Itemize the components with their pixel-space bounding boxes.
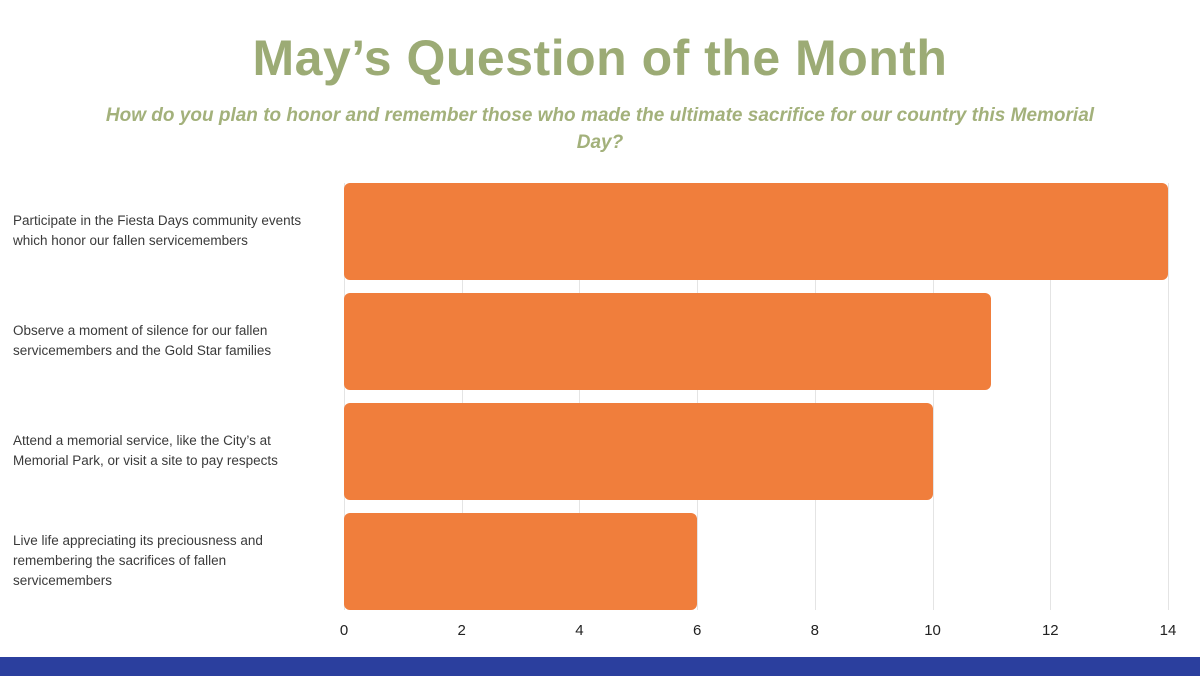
x-tick-label: 4 bbox=[575, 621, 584, 639]
footer-accent-bar bbox=[0, 657, 1200, 676]
gridline bbox=[344, 182, 345, 610]
gridline bbox=[697, 182, 699, 610]
chart-gridlines bbox=[344, 182, 1169, 610]
bar-row: Observe a moment of silence for our fall… bbox=[0, 292, 1200, 390]
x-tick-label: 0 bbox=[339, 621, 349, 639]
chart-rows: Participate in the Fiesta Days community… bbox=[0, 182, 1200, 610]
bar-plot-area bbox=[344, 512, 1168, 610]
x-tick-label: 12 bbox=[1041, 621, 1059, 639]
gridline bbox=[579, 182, 581, 610]
bar-chart: Participate in the Fiesta Days community… bbox=[0, 182, 1200, 644]
gridline bbox=[461, 182, 463, 610]
bar-row: Live life appreciating its preciousness … bbox=[0, 512, 1200, 610]
gridline bbox=[1050, 182, 1052, 610]
x-tick-label: 6 bbox=[692, 621, 702, 639]
page-subtitle: How do you plan to honor and remember th… bbox=[105, 104, 1095, 154]
x-axis: 0 2 4 6 8 10 12 14 bbox=[340, 621, 1177, 644]
bar bbox=[344, 292, 992, 390]
gridline bbox=[932, 182, 934, 610]
bar-row: Attend a memorial service, like the City… bbox=[0, 402, 1200, 500]
x-tick-label: 14 bbox=[1159, 621, 1177, 639]
bar bbox=[344, 512, 698, 610]
bar-label: Live life appreciating its preciousness … bbox=[13, 532, 263, 589]
bar-plot-area bbox=[344, 292, 1168, 390]
bar bbox=[344, 402, 933, 500]
x-tick-label: 8 bbox=[810, 621, 820, 639]
bar bbox=[344, 182, 1168, 280]
gridline bbox=[814, 182, 816, 610]
bar-plot-area bbox=[344, 402, 1168, 500]
bar-row: Participate in the Fiesta Days community… bbox=[0, 182, 1200, 280]
bar-label: Participate in the Fiesta Days community… bbox=[13, 212, 302, 249]
x-tick-label: 10 bbox=[924, 621, 941, 639]
bar-plot-area bbox=[344, 182, 1168, 280]
x-tick-label: 2 bbox=[457, 621, 466, 639]
bar-label: Observe a moment of silence for our fall… bbox=[13, 322, 272, 359]
gridline bbox=[1168, 182, 1169, 610]
bar-label: Attend a memorial service, like the City… bbox=[13, 432, 278, 469]
page-title: May’s Question of the Month bbox=[252, 30, 948, 86]
